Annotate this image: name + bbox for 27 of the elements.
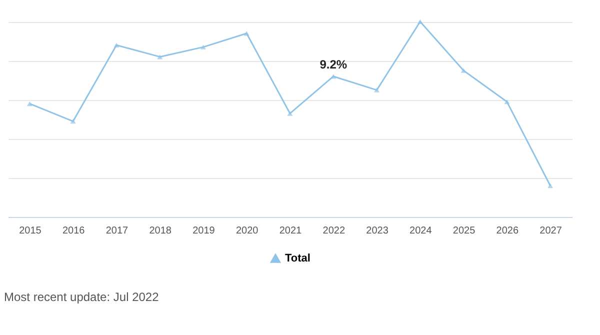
point (374, 88, 380, 92)
point (157, 54, 163, 60)
x-tick-label: 2019 (192, 226, 216, 236)
x-tick-label: 2018 (149, 226, 172, 236)
point (70, 118, 76, 124)
x-tick-label: 2022 (322, 226, 346, 236)
legend-label: Total (285, 252, 310, 264)
x-tick-label: 2023 (366, 226, 389, 236)
x-tick-label: 2017 (106, 226, 129, 236)
x-tick-label: 2015 (19, 226, 42, 236)
point (200, 44, 206, 50)
point (26, 101, 32, 106)
point (504, 99, 510, 104)
point (287, 111, 293, 116)
x-tick-label: 2021 (279, 226, 302, 236)
text: Most recent update: Jul 2022 (4, 290, 160, 304)
x-tick-label: 2020 (236, 226, 259, 236)
x-tick-label: 2026 (496, 226, 519, 236)
point (417, 19, 423, 24)
point (244, 31, 250, 36)
point (114, 42, 120, 48)
x-tick-label: 2016 (62, 226, 86, 236)
x-tick-label: 2025 (452, 226, 476, 236)
annotation: 9.2% (320, 57, 348, 72)
point (548, 183, 554, 188)
x-tick-label: 2027 (540, 226, 562, 236)
x-tick-label: 2024 (410, 226, 432, 236)
